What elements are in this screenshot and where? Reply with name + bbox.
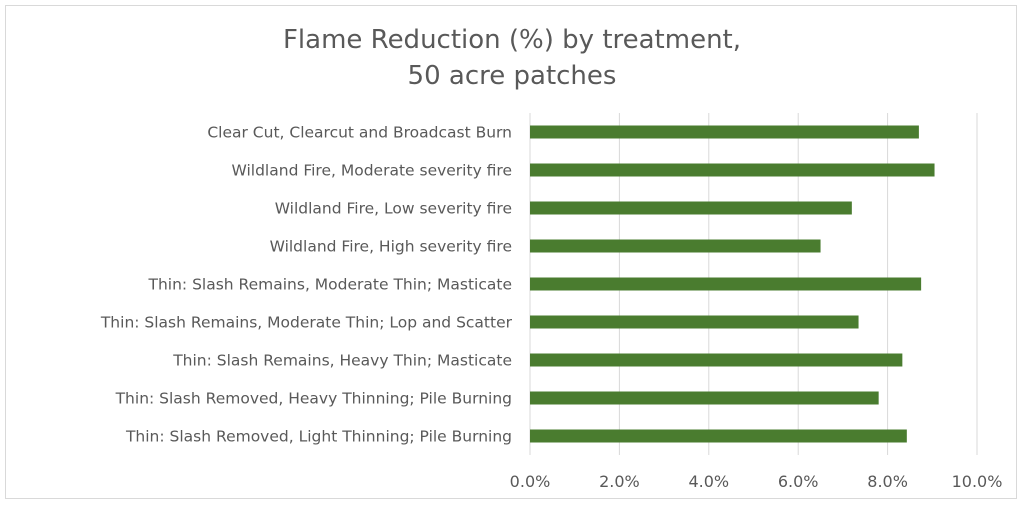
category-label: Thin: Slash Remains, Heavy Thin; Mastica… (172, 352, 512, 370)
bar (530, 277, 922, 291)
bar (530, 391, 879, 405)
bar (530, 353, 903, 367)
category-label: Thin: Slash Removed, Heavy Thinning; Pil… (115, 390, 512, 408)
chart-title-line-2: 50 acre patches (407, 61, 617, 91)
chart-frame (5, 5, 1017, 499)
bar (530, 201, 852, 215)
x-tick-labels: 0.0% 2.0% 4.0% 6.0% 8.0% 10.0% (510, 472, 1003, 491)
bars (530, 125, 935, 443)
x-tick-label: 4.0% (688, 472, 729, 491)
category-labels: Clear Cut, Clearcut and Broadcast Burn Wi… (100, 124, 513, 446)
x-tick-label: 10.0% (952, 472, 1003, 491)
category-label: Thin: Slash Remains, Moderate Thin; Lop … (100, 314, 513, 332)
category-label: Wildland Fire, High severity fire (270, 238, 512, 256)
x-tick-label: 6.0% (778, 472, 819, 491)
bar (530, 163, 935, 177)
chart-title-line-1: Flame Reduction (%) by treatment, (282, 25, 742, 55)
chart-title: Flame Reduction (%) by treatment, 50 acr… (0, 22, 1024, 94)
category-label: Clear Cut, Clearcut and Broadcast Burn (207, 124, 512, 142)
bar (530, 315, 859, 329)
category-label: Thin: Slash Removed, Light Thinning; Pil… (125, 428, 512, 446)
x-tick-label: 0.0% (510, 472, 551, 491)
x-tick-label: 2.0% (599, 472, 640, 491)
category-label: Wildland Fire, Moderate severity fire (232, 162, 513, 180)
category-label: Thin: Slash Remains, Moderate Thin; Mast… (148, 276, 513, 294)
bar (530, 125, 919, 139)
bar (530, 429, 907, 443)
category-label: Wildland Fire, Low severity fire (275, 200, 512, 218)
x-tick-label: 8.0% (867, 472, 908, 491)
bar (530, 239, 821, 253)
